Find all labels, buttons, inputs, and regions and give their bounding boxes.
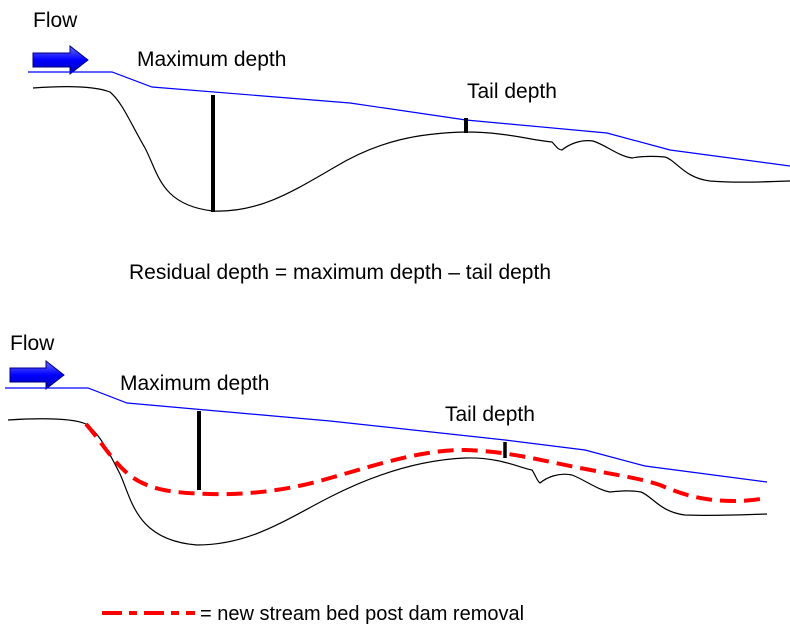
top-tail-depth-label: Tail depth — [467, 80, 557, 103]
bottom-stream-bed — [7, 418, 768, 546]
bottom-flow-arrow-icon — [9, 359, 65, 391]
top-stream-bed — [32, 85, 790, 212]
residual-depth-formula: Residual depth = maximum depth – tail de… — [129, 261, 551, 284]
bottom-water-surface — [5, 387, 768, 483]
top-water-surface — [28, 71, 790, 167]
top-flow-arrow-icon — [32, 44, 89, 76]
legend-text: = new stream bed post dam removal — [200, 603, 524, 625]
legend: = new stream bed post dam removal — [102, 603, 524, 625]
top-panel: Flow Maximum depth Tail depth — [28, 9, 790, 212]
bottom-tail-depth-label: Tail depth — [445, 403, 535, 426]
bottom-flow-label: Flow — [10, 332, 55, 355]
bottom-max-depth-label: Maximum depth — [120, 372, 269, 395]
top-flow-label: Flow — [33, 9, 78, 32]
bottom-new-stream-bed — [84, 422, 768, 504]
top-max-depth-label: Maximum depth — [137, 48, 286, 71]
bottom-panel: Flow Maximum depth Tail depth — [5, 332, 768, 546]
